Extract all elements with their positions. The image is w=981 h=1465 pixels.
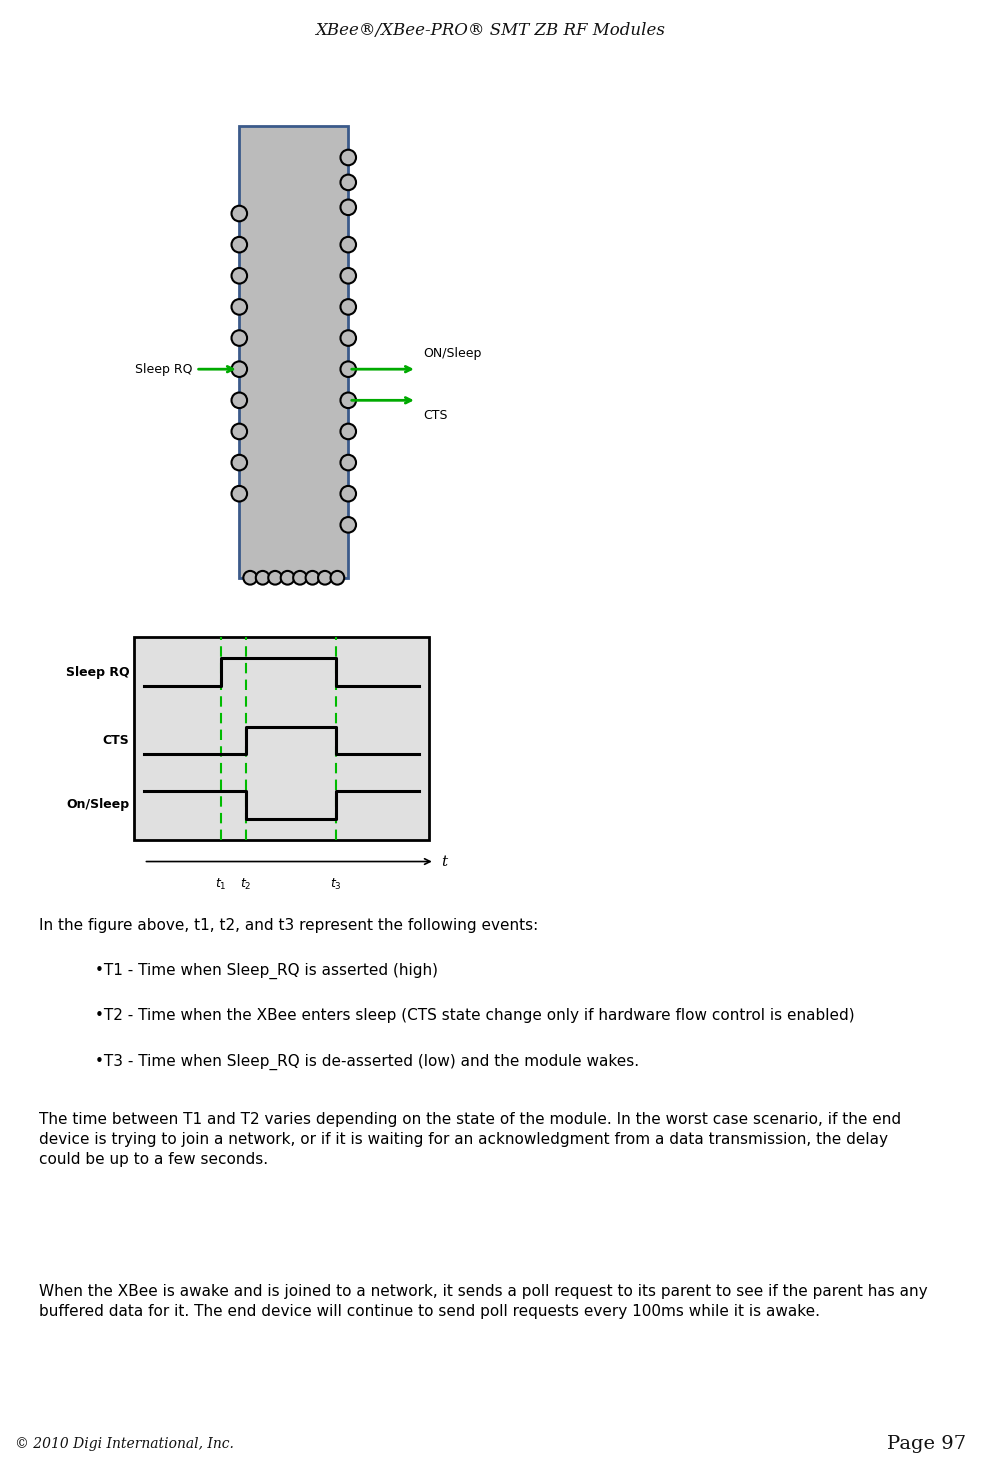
Circle shape (340, 149, 356, 166)
Circle shape (331, 571, 344, 585)
Text: •T2 - Time when the XBee enters sleep (CTS state change only if hardware flow co: •T2 - Time when the XBee enters sleep (C… (94, 1008, 854, 1023)
Text: Sleep RQ: Sleep RQ (66, 665, 129, 678)
Circle shape (232, 393, 247, 409)
Circle shape (243, 571, 257, 585)
Text: $t_2$: $t_2$ (240, 876, 251, 892)
Bar (239, 126, 348, 577)
Circle shape (318, 571, 332, 585)
Circle shape (306, 571, 319, 585)
Circle shape (340, 199, 356, 215)
Circle shape (232, 330, 247, 346)
Circle shape (232, 454, 247, 470)
Circle shape (256, 571, 270, 585)
Text: When the XBee is awake and is joined to a network, it sends a poll request to it: When the XBee is awake and is joined to … (39, 1285, 928, 1318)
Text: In the figure above, t1, t2, and t3 represent the following events:: In the figure above, t1, t2, and t3 repr… (39, 917, 539, 933)
Text: $t_3$: $t_3$ (330, 876, 341, 892)
Circle shape (340, 174, 356, 190)
Circle shape (340, 330, 356, 346)
Circle shape (340, 517, 356, 533)
Circle shape (232, 423, 247, 440)
Circle shape (232, 205, 247, 221)
Circle shape (232, 268, 247, 284)
Circle shape (232, 486, 247, 501)
Text: XBee®/XBee-PRO® SMT ZB RF Modules: XBee®/XBee-PRO® SMT ZB RF Modules (316, 22, 665, 40)
Circle shape (232, 237, 247, 252)
Circle shape (340, 237, 356, 252)
Text: Page 97: Page 97 (887, 1436, 966, 1453)
Circle shape (232, 299, 247, 315)
Circle shape (340, 486, 356, 501)
Text: •T1 - Time when Sleep_RQ is asserted (high): •T1 - Time when Sleep_RQ is asserted (hi… (94, 963, 438, 979)
Circle shape (340, 454, 356, 470)
Text: The time between T1 and T2 varies depending on the state of the module. In the w: The time between T1 and T2 varies depend… (39, 1112, 902, 1168)
Circle shape (268, 571, 282, 585)
Text: CTS: CTS (423, 409, 447, 422)
Circle shape (340, 423, 356, 440)
Circle shape (340, 362, 356, 377)
Circle shape (340, 299, 356, 315)
Text: Sleep RQ: Sleep RQ (135, 363, 192, 375)
Text: CTS: CTS (103, 734, 129, 747)
Circle shape (232, 362, 247, 377)
Text: ON/Sleep: ON/Sleep (423, 347, 482, 360)
Text: $t_1$: $t_1$ (215, 876, 227, 892)
Circle shape (293, 571, 307, 585)
Text: © 2010 Digi International, Inc.: © 2010 Digi International, Inc. (15, 1437, 233, 1450)
Text: On/Sleep: On/Sleep (67, 798, 129, 812)
Text: t: t (440, 854, 447, 869)
Circle shape (281, 571, 294, 585)
Circle shape (340, 393, 356, 409)
Circle shape (340, 268, 356, 284)
Text: •T3 - Time when Sleep_RQ is de-asserted (low) and the module wakes.: •T3 - Time when Sleep_RQ is de-asserted … (94, 1053, 639, 1069)
Bar (134, 637, 429, 839)
